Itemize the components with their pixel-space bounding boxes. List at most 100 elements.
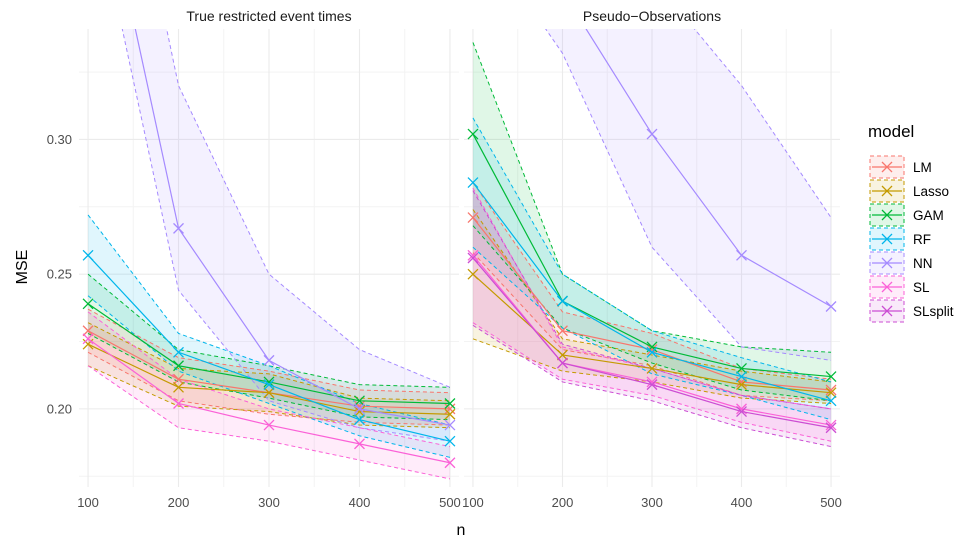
point-gam xyxy=(263,376,275,388)
point-nn xyxy=(646,128,658,140)
point-nn xyxy=(444,419,456,431)
legend-label: NN xyxy=(913,256,933,271)
point-slsplit xyxy=(467,252,479,264)
y-tick-label: 0.30 xyxy=(47,132,72,147)
lower-bound-lasso xyxy=(87,365,450,429)
legend-label: RF xyxy=(913,232,931,247)
point-sl xyxy=(173,398,184,409)
x-tick-label: 500 xyxy=(820,495,842,510)
ribbon-sl xyxy=(472,187,832,442)
x-tick-label: 100 xyxy=(77,495,99,510)
point-lm xyxy=(82,325,94,337)
point-lm xyxy=(557,325,568,337)
point-lasso xyxy=(825,387,837,399)
upper-bound-lm xyxy=(87,308,450,394)
legend-label: SLsplit xyxy=(913,304,954,319)
point-rf xyxy=(444,435,456,447)
point-gam xyxy=(736,362,747,374)
lower-bound-lm xyxy=(472,252,832,402)
x-tick-label: 500 xyxy=(439,495,461,510)
point-lasso xyxy=(736,379,747,391)
legend-item-nn: NN xyxy=(869,251,933,275)
x-tick-label: 200 xyxy=(552,495,574,510)
point-slsplit xyxy=(825,422,837,434)
point-gam xyxy=(825,371,837,383)
x-tick-label: 300 xyxy=(641,495,663,510)
ribbon-lm xyxy=(472,182,832,401)
point-rf xyxy=(736,371,747,383)
lower-bound-rf xyxy=(472,246,832,421)
point-lasso xyxy=(354,406,365,418)
x-tick-label: 300 xyxy=(258,495,280,510)
legend: model LM Lasso GAM RF NN SL SLsplit xyxy=(868,122,954,323)
legend-label: GAM xyxy=(913,208,944,223)
y-axis-title: MSE xyxy=(14,250,31,285)
legend-item-lm: LM xyxy=(869,155,932,179)
point-sl xyxy=(263,419,275,431)
point-gam xyxy=(467,128,479,140)
point-lasso xyxy=(467,268,479,280)
point-sl xyxy=(444,457,456,469)
point-lm xyxy=(467,212,479,224)
upper-bound-rf xyxy=(472,117,832,383)
plot-area-0 xyxy=(82,29,456,480)
point-sl xyxy=(354,438,365,450)
point-rf xyxy=(82,249,94,261)
y-tick-label: 0.20 xyxy=(47,401,72,416)
ribbon-lm xyxy=(88,309,450,426)
point-lasso xyxy=(263,387,275,399)
x-tick-label: 200 xyxy=(168,495,190,510)
x-axis-title: n xyxy=(457,522,466,539)
point-rf xyxy=(825,395,837,407)
lower-bound-rf xyxy=(87,295,451,458)
legend-item-lasso: Lasso xyxy=(869,179,949,203)
facet-title-0: True restricted event times xyxy=(186,8,351,24)
lower-bound-slsplit xyxy=(472,324,832,448)
legend-label: Lasso xyxy=(913,184,949,199)
x-tick-label: 400 xyxy=(731,495,753,510)
ribbon-nn xyxy=(545,29,832,361)
legend-item-sl: SL xyxy=(869,275,930,299)
point-rf xyxy=(557,295,568,307)
point-lm xyxy=(825,384,837,396)
point-lasso xyxy=(646,362,658,374)
upper-bound-gam xyxy=(87,273,450,388)
point-sl xyxy=(82,333,94,345)
legend-title: model xyxy=(868,122,914,141)
point-slsplit xyxy=(646,379,658,391)
point-rf xyxy=(354,414,365,426)
ribbon-sl xyxy=(88,311,450,479)
point-sl xyxy=(825,419,837,431)
point-nn xyxy=(173,222,184,234)
lower-bound-nn xyxy=(545,29,832,361)
point-rf xyxy=(467,177,479,189)
point-gam xyxy=(82,298,94,310)
point-slsplit xyxy=(736,406,747,418)
legend-item-slsplit: SLsplit xyxy=(869,299,954,323)
legend-item-gam: GAM xyxy=(869,203,944,227)
facet-title-1: Pseudo−Observations xyxy=(583,8,721,24)
point-nn xyxy=(263,354,275,366)
lower-bound-lm xyxy=(87,351,450,426)
point-gam xyxy=(354,395,365,407)
lower-bound-gam xyxy=(87,332,450,421)
panel-pseudo-observations: Pseudo−Observations xyxy=(464,8,840,487)
point-lasso xyxy=(173,381,184,393)
point-lasso xyxy=(444,408,456,420)
x-tick-label: 400 xyxy=(349,495,371,510)
lower-bound-sl xyxy=(472,322,832,442)
upper-bound-lasso xyxy=(472,209,832,383)
point-lm xyxy=(444,403,456,415)
point-lm xyxy=(173,373,184,385)
point-gam xyxy=(173,360,184,372)
point-nn xyxy=(354,403,365,415)
upper-bound-nn xyxy=(166,29,451,388)
lower-bound-sl xyxy=(87,365,451,480)
point-rf xyxy=(646,346,658,358)
y-axis: 0.20 0.25 0.30 xyxy=(47,132,72,416)
upper-bound-nn xyxy=(693,29,832,218)
lower-bound-gam xyxy=(472,225,832,402)
point-nn xyxy=(825,301,837,312)
upper-bound-slsplit xyxy=(472,190,832,410)
